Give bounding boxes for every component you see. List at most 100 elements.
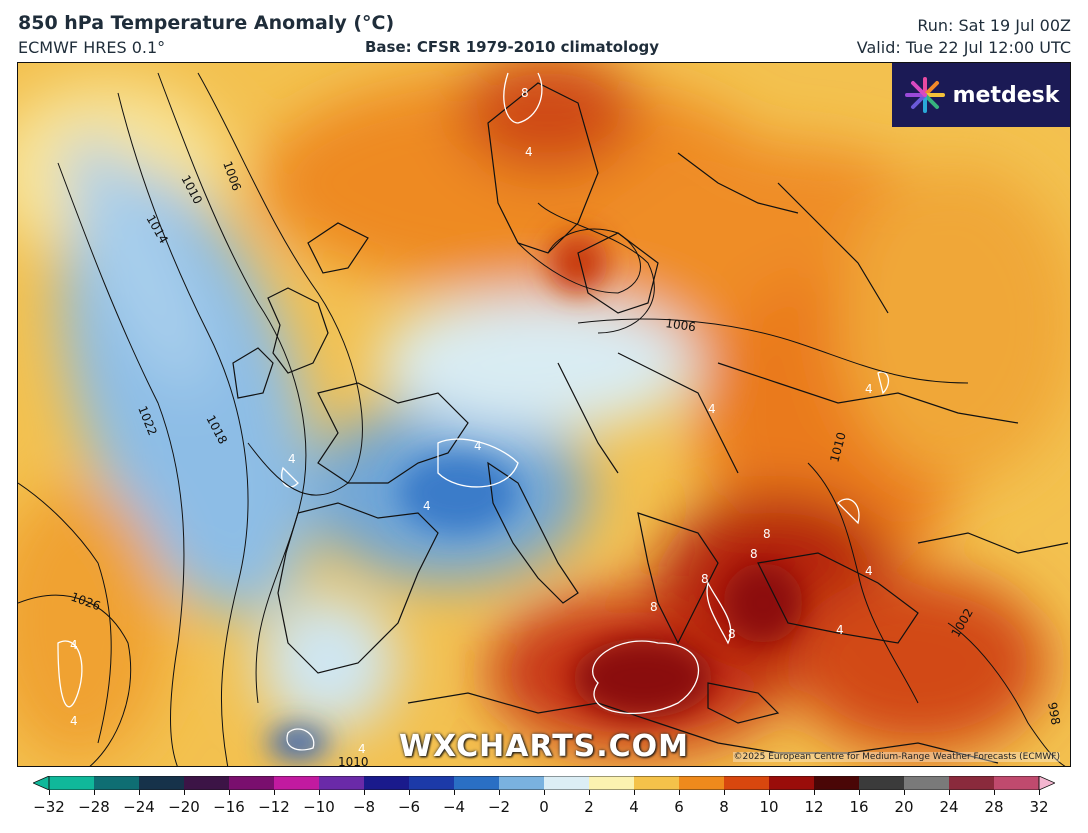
colorbar-tick-label: 24 [939, 798, 959, 816]
colorbar-tick-label: 2 [584, 798, 594, 816]
colorbar-tick-mark [679, 790, 680, 795]
isobar-label: 1010 [338, 755, 369, 767]
anomaly-label: 4 [70, 714, 78, 728]
colorbar-tick-mark [589, 790, 590, 795]
colorbar-segment [139, 776, 185, 790]
colorbar-segment [724, 776, 770, 790]
colorbar-tick-mark [769, 790, 770, 795]
colorbar-segment [364, 776, 410, 790]
colorbar-segment [49, 776, 95, 790]
colorbar-segment [634, 776, 680, 790]
colorbar-segment [994, 776, 1040, 790]
colorbar-segment [499, 776, 545, 790]
colorbar-tick-mark [724, 790, 725, 795]
colorbar-segment [319, 776, 365, 790]
colorbar-segment [769, 776, 815, 790]
colorbar-tick-mark [814, 790, 815, 795]
colorbar-segment [274, 776, 320, 790]
colorbar-tick-label: 8 [719, 798, 729, 816]
valid-time: Valid: Tue 22 Jul 12:00 UTC [856, 38, 1071, 57]
colorbar-tick-label: −10 [303, 798, 335, 816]
anomaly-map[interactable]: 1006 1010 1014 1018 1022 1026 1006 1010 … [17, 62, 1071, 767]
colorbar-tick-mark [94, 790, 95, 795]
colorbar-tick-mark [409, 790, 410, 795]
colorbar-segment [94, 776, 140, 790]
map-canvas: 1006 1010 1014 1018 1022 1026 1006 1010 … [18, 63, 1070, 767]
colorbar-tick-mark [634, 790, 635, 795]
coastlines [232, 82, 1069, 764]
colorbar-tick-label: −24 [123, 798, 155, 816]
colorbar-frame [48, 776, 1040, 790]
colorbar-segment [544, 776, 590, 790]
anomaly-label: 8 [763, 527, 771, 541]
colorbar-segment [904, 776, 950, 790]
anomaly-core [268, 233, 803, 759]
anomaly-label: 4 [70, 638, 78, 652]
anomaly-label-group: 8 4 4 4 4 4 4 4 4 8 8 8 8 8 4 4 4 [70, 86, 873, 756]
chart-title: 850 hPa Temperature Anomaly (°C) [18, 12, 395, 34]
colorbar-tick-mark [949, 790, 950, 795]
anomaly-field [18, 63, 1070, 763]
colorbar-max-arrow [1038, 776, 1055, 790]
colorbar-tick-label: 12 [804, 798, 824, 816]
colorbar-segment [184, 776, 230, 790]
colorbar-segment [679, 776, 725, 790]
colorbar-tick-label: 16 [849, 798, 869, 816]
colorbar-tick-label: −8 [352, 798, 376, 816]
colorbar-segments [49, 776, 1040, 790]
colorbar-segment [949, 776, 995, 790]
colorbar-tick-label: 4 [629, 798, 639, 816]
colorbar-tick-label: −32 [33, 798, 65, 816]
colorbar-segment [409, 776, 455, 790]
colorbar-segment [454, 776, 500, 790]
colorbar-tick-mark [1039, 790, 1040, 795]
colorbar-tick-label: −4 [442, 798, 466, 816]
metdesk-burst-icon [904, 77, 945, 113]
anomaly-label: 8 [728, 627, 736, 641]
metdesk-logo: metdesk [892, 63, 1070, 127]
watermark: WXCHARTS.COM [398, 729, 690, 764]
colorbar-tick-label: 32 [1029, 798, 1049, 816]
copyright-notice: ©2025 European Centre for Medium-Range W… [733, 752, 1060, 762]
colorbar-min-arrow [33, 776, 50, 790]
colorbar-tick-label: 6 [674, 798, 684, 816]
anomaly-label: 4 [288, 452, 296, 466]
run-time: Run: Sat 19 Jul 00Z [917, 16, 1071, 35]
colorbar-tick-label: 10 [759, 798, 779, 816]
anomaly-label: 4 [865, 564, 873, 578]
colorbar-tick-label: −16 [213, 798, 245, 816]
colorbar-tick-mark [139, 790, 140, 795]
colorbar-tick-mark [544, 790, 545, 795]
colorbar-tick-mark [184, 790, 185, 795]
colorbar-ticks: −32 −28 −24 −20 −16 −12 −10 −8 −6 −4 −2 0 2 4 6 8 10 12 16… [0, 790, 1088, 820]
isobar-label: 1006 [665, 316, 697, 334]
anomaly-label: 4 [708, 402, 716, 416]
anomaly-label: 8 [650, 600, 658, 614]
colorbar-segment [859, 776, 905, 790]
colorbar-tick-label: 28 [984, 798, 1004, 816]
colorbar-tick-mark [499, 790, 500, 795]
climatology-base: Base: CFSR 1979-2010 climatology [365, 38, 660, 56]
colorbar-tick-label: −2 [487, 798, 511, 816]
anomaly-label: 8 [750, 547, 758, 561]
anomaly-label: 4 [836, 623, 844, 637]
colorbar-tick-label: 20 [894, 798, 914, 816]
colorbar-tick-mark [904, 790, 905, 795]
anomaly-label: 4 [525, 145, 533, 159]
colorbar-tick-mark [364, 790, 365, 795]
isobar-label: 998 [1045, 701, 1063, 726]
isobars [18, 72, 1066, 766]
colorbar-tick-mark [859, 790, 860, 795]
logo-text: metdesk [952, 82, 1060, 108]
anomaly-label: 8 [701, 572, 709, 586]
colorbar-tick-label: −6 [397, 798, 421, 816]
anomaly-label: 4 [865, 382, 873, 396]
model-name: ECMWF HRES 0.1° [18, 38, 166, 57]
colorbar-segment [814, 776, 860, 790]
colorbar-tick-mark [994, 790, 995, 795]
colorbar-segment [589, 776, 635, 790]
colorbar-tick-mark [229, 790, 230, 795]
colorbar-tick-label: 0 [539, 798, 549, 816]
colorbar [33, 776, 1055, 790]
colorbar-tick-mark [49, 790, 50, 795]
